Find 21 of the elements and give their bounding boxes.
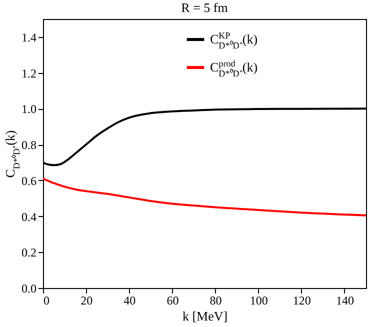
y-tick-label: 0.0 bbox=[22, 282, 36, 296]
x-axis-title: k [MeV] bbox=[182, 308, 228, 324]
x-tick-label: 140 bbox=[336, 294, 354, 308]
legend-label: C$^{prod}$$_{D*⁰D⁺}$(k) bbox=[210, 58, 258, 78]
y-tick-label: 0.2 bbox=[22, 246, 36, 260]
x-tick-label: 40 bbox=[124, 294, 136, 308]
y-tick-label: 0.6 bbox=[22, 174, 36, 188]
x-tick-label: 0 bbox=[44, 294, 50, 308]
x-tick-label: 60 bbox=[166, 294, 179, 308]
y-tick-label: 1.4 bbox=[22, 30, 36, 44]
chart-title: R = 5 fm bbox=[181, 0, 228, 15]
x-tick-label: 100 bbox=[250, 294, 268, 308]
y-tick-label: 0.8 bbox=[22, 138, 36, 152]
x-tick-label: 120 bbox=[292, 294, 311, 308]
line-series bbox=[43, 178, 366, 216]
x-tick-label: 20 bbox=[80, 294, 93, 308]
y-tick-label: 0.4 bbox=[22, 210, 36, 224]
y-tick-label: 1.0 bbox=[22, 102, 36, 116]
legend-label: C$^{KP}$$_{D*⁰D⁺}$(k) bbox=[210, 30, 258, 50]
x-tick-label: 80 bbox=[210, 294, 222, 308]
y-tick-label: 1.2 bbox=[22, 66, 36, 80]
